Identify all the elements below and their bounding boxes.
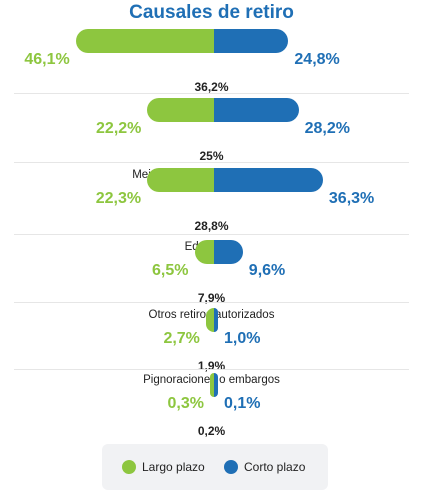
- total-label: 0,2%: [197, 424, 226, 438]
- value-label-corto: 36,3%: [328, 190, 375, 207]
- bar-corto-plazo: [214, 29, 289, 53]
- value-label-corto: 24,8%: [294, 51, 340, 68]
- bar-largo-plazo: [205, 308, 214, 332]
- chart-row: Otros retiros autorizados 2,7% 1,0% 1,9%: [0, 308, 423, 374]
- value-label-corto: 1,0%: [224, 330, 261, 347]
- total-label: 36,2%: [194, 80, 229, 94]
- chart-row: Educación6,5%9,6%7,9%: [0, 240, 423, 306]
- value-label-largo: 22,3%: [95, 190, 142, 207]
- value-label-corto: 9,6%: [248, 262, 286, 279]
- total-label: 7,9%: [197, 291, 226, 305]
- chart-row: Mejora o liberación de vivienda22,3%36,3…: [0, 168, 423, 234]
- legend-swatch-largo: [122, 460, 136, 474]
- value-label-largo: 46,1%: [24, 51, 70, 68]
- value-label-corto: 28,2%: [304, 120, 350, 137]
- value-label-corto: 0,1%: [224, 395, 261, 412]
- value-label-largo: 6,5%: [152, 262, 189, 279]
- legend-label-largo: Largo plazo: [142, 460, 205, 474]
- row-divider: [14, 162, 409, 163]
- chart-title: Causales de retiro: [129, 2, 294, 23]
- value-label-largo: 0,3%: [167, 395, 204, 412]
- total-label: 28,8%: [194, 219, 229, 233]
- legend-label-corto: Corto plazo: [244, 460, 306, 474]
- bar-corto-plazo: [214, 240, 243, 264]
- bar-corto-plazo: [214, 308, 218, 332]
- row-divider: [14, 93, 409, 94]
- bar-corto-plazo: [214, 168, 323, 192]
- bar-largo-plazo: [75, 29, 214, 53]
- bar-largo-plazo: [147, 98, 214, 122]
- row-divider: [14, 369, 409, 370]
- bar-largo-plazo: [194, 240, 214, 264]
- value-label-largo: 2,7%: [163, 330, 200, 347]
- total-label: 25%: [199, 149, 224, 163]
- bar-corto-plazo: [214, 373, 218, 397]
- legend-swatch-corto: [224, 460, 238, 474]
- legend: Largo plazo Corto plazo: [102, 444, 328, 490]
- chart-row: Terminación del contrato46,1%24,8%36,2%: [0, 29, 423, 95]
- row-divider: [14, 302, 409, 303]
- bar-corto-plazo: [214, 98, 299, 122]
- total-label: 1,9%: [197, 359, 226, 373]
- value-label-largo: 22,2%: [96, 120, 142, 137]
- bar-largo-plazo: [147, 168, 214, 192]
- row-divider: [14, 234, 409, 235]
- bar-largo-plazo: [210, 373, 214, 397]
- chart-row: Adquisición de vivienda22,2%28,2%25%: [0, 98, 423, 164]
- chart-row: Pignoraciones o embargos 0,3% 0,1% 0,2%: [0, 373, 423, 439]
